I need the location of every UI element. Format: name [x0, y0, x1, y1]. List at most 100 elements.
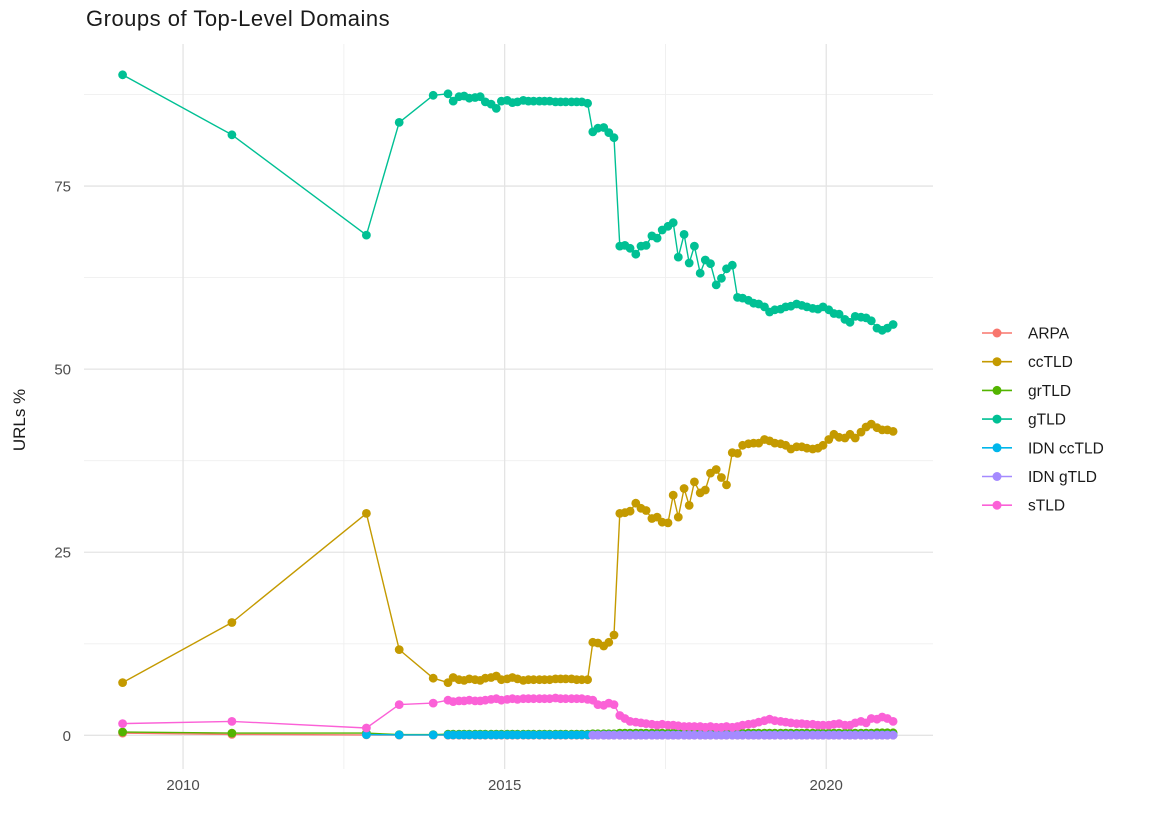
data-point	[362, 230, 371, 240]
legend: ARPA ccTLD grTLD gTLD IDN ccTLD IDN gTLD sTLD	[982, 326, 1104, 515]
data-point	[227, 728, 237, 738]
data-point	[491, 104, 501, 113]
data-point	[663, 518, 673, 528]
data-point	[706, 259, 715, 269]
y-tick-label: 75	[54, 179, 71, 196]
series-ccTLD	[118, 419, 898, 687]
data-point	[609, 700, 619, 709]
x-tick-label: 2010	[166, 777, 199, 794]
y-tick-label: 50	[54, 362, 71, 379]
data-point	[641, 241, 651, 250]
data-point	[118, 70, 127, 80]
series-line	[122, 74, 894, 331]
data-point	[118, 727, 127, 737]
data-point	[690, 241, 699, 251]
chart-title: Groups of Top-Level Domains	[86, 6, 390, 31]
x-tick-label: 2015	[488, 777, 521, 794]
legend-label: ARPA	[1028, 326, 1070, 343]
data-point	[850, 433, 860, 443]
data-point	[711, 280, 721, 290]
data-point	[888, 427, 898, 436]
data-point	[652, 233, 662, 243]
legend-key-point	[992, 500, 1002, 510]
data-point	[845, 317, 855, 327]
data-point	[733, 449, 742, 458]
y-tick-label: 0	[63, 728, 71, 745]
data-point	[679, 484, 689, 493]
data-point	[227, 717, 237, 726]
data-point	[668, 218, 678, 228]
data-point	[673, 252, 683, 262]
data-point	[711, 465, 721, 474]
y-tick-label: 25	[54, 545, 71, 562]
data-point	[604, 637, 614, 647]
legend-key-point	[992, 385, 1002, 395]
legend-key-point	[992, 328, 1002, 338]
data-point	[625, 243, 635, 253]
data-point	[679, 230, 689, 239]
legend-label: ccTLD	[1028, 354, 1073, 371]
data-point	[394, 118, 404, 127]
data-point	[394, 645, 404, 654]
legend-key-point	[992, 443, 1002, 453]
legend-item-IDN-ccTLD: IDN ccTLD	[982, 440, 1104, 457]
data-point	[684, 501, 694, 510]
legend-label: sTLD	[1028, 498, 1065, 515]
series-IDN-gTLD	[588, 730, 898, 740]
data-series	[118, 70, 898, 740]
y-axis-label: URLs %	[10, 389, 29, 451]
data-point	[428, 698, 438, 708]
data-point	[673, 512, 683, 522]
x-tick-label: 2020	[810, 777, 843, 794]
data-point	[394, 700, 404, 709]
data-point	[668, 490, 678, 500]
data-point	[362, 723, 371, 733]
legend-key-point	[992, 472, 1002, 481]
data-point	[834, 309, 844, 319]
legend-item-ARPA: ARPA	[982, 326, 1070, 343]
data-point	[625, 506, 635, 516]
data-point	[609, 133, 619, 143]
data-point	[583, 675, 592, 685]
data-point	[888, 320, 898, 329]
data-point	[700, 485, 710, 495]
legend-label: grTLD	[1028, 383, 1071, 400]
legend-key-point	[992, 414, 1002, 424]
series-sTLD	[118, 693, 898, 733]
legend-key-point	[992, 357, 1002, 367]
legend-item-grTLD: grTLD	[982, 383, 1071, 400]
data-point	[583, 98, 592, 108]
data-point	[727, 260, 737, 270]
legend-label: gTLD	[1028, 412, 1066, 429]
data-point	[609, 630, 619, 640]
data-point	[362, 509, 371, 518]
data-point	[394, 730, 404, 740]
data-point	[695, 268, 705, 278]
data-point	[118, 678, 127, 687]
data-point	[443, 89, 453, 99]
x-axis-tick-labels: 2010 2015 2020	[166, 777, 843, 794]
data-point	[631, 249, 641, 259]
data-point	[227, 130, 237, 140]
legend-item-gTLD: gTLD	[982, 412, 1066, 429]
legend-item-ccTLD: ccTLD	[982, 354, 1073, 371]
data-point	[428, 90, 438, 100]
data-point	[888, 717, 898, 726]
data-point	[866, 316, 876, 326]
data-point	[684, 258, 694, 268]
series-gTLD	[118, 70, 898, 335]
data-point	[722, 480, 731, 490]
data-point	[717, 473, 726, 482]
data-point	[641, 506, 651, 515]
data-point	[118, 719, 127, 728]
data-point	[717, 273, 726, 283]
y-axis-tick-labels: 0 25 50 75	[54, 179, 71, 745]
legend-label: IDN gTLD	[1028, 469, 1097, 486]
data-point	[227, 618, 237, 627]
gridlines	[84, 44, 933, 769]
data-point	[888, 730, 898, 740]
legend-item-sTLD: sTLD	[982, 498, 1065, 515]
data-point	[690, 477, 699, 487]
